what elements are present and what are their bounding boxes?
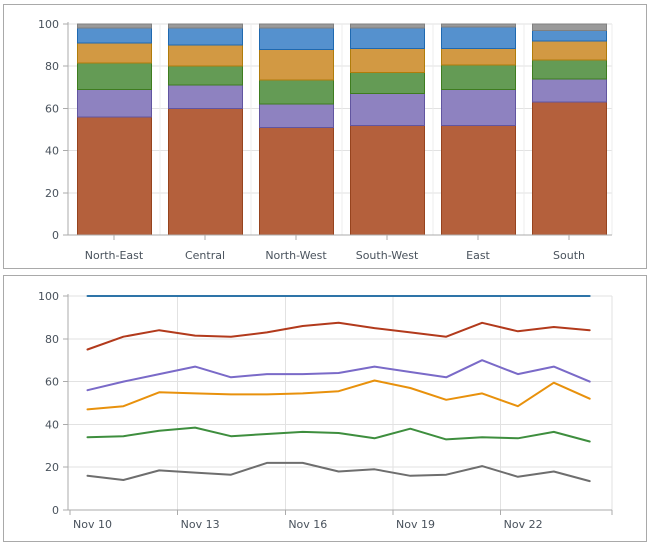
- bar-segment-segment-rust[interactable]: [168, 107, 243, 236]
- line-series-line-gray[interactable]: [86, 461, 591, 483]
- category-label: North-West: [265, 249, 327, 262]
- y-axis-tick-label: 20: [45, 187, 59, 200]
- bar-segment-segment-rust[interactable]: [259, 126, 334, 236]
- bar-segment-segment-orange[interactable]: [77, 42, 152, 64]
- y-axis-tick-label: 0: [52, 504, 59, 517]
- bar-segment-segment-orange[interactable]: [532, 40, 607, 61]
- bar-segment-segment-green[interactable]: [350, 72, 425, 95]
- y-axis-tick-label: 0: [52, 229, 59, 242]
- category-label: North-East: [85, 249, 144, 262]
- y-axis-tick-label: 40: [45, 145, 59, 158]
- x-axis-tick-label: Nov 19: [396, 518, 435, 531]
- x-axis-tick-label: Nov 16: [288, 518, 327, 531]
- y-axis-tick-label: 80: [45, 60, 59, 73]
- line-series-line-green[interactable]: [86, 426, 591, 443]
- line-chart-panel: 0 20 40 60 80 100 Nov 10 Nov 13 Nov 16 Nov 19 Nov …: [3, 275, 647, 542]
- line-chart: 0 20 40 60 80 100 Nov 10 Nov 13 Nov 16 Nov 19 Nov …: [38, 290, 613, 531]
- bar-segment-segment-rust[interactable]: [441, 124, 516, 236]
- bar-segment-segment-blue[interactable]: [532, 29, 607, 42]
- bar-segment-segment-rust[interactable]: [532, 101, 607, 236]
- x-axis-tick-label: Nov 10: [73, 518, 112, 531]
- bar-segment-segment-orange[interactable]: [259, 48, 334, 81]
- y-axis-tick-label: 100: [38, 18, 59, 31]
- category-label: East: [466, 249, 490, 262]
- x-axis-tick-label: Nov 22: [504, 518, 543, 531]
- bar-segment-segment-green[interactable]: [441, 64, 516, 90]
- bar-segment-segment-gray[interactable]: [77, 23, 152, 29]
- bar-segment-segment-orange[interactable]: [350, 47, 425, 74]
- bar-segment-segment-blue[interactable]: [77, 27, 152, 44]
- bar-segment-segment-green[interactable]: [532, 59, 607, 80]
- stacked-bar-panel: 0 20 40 60 80 100 North-East Central North-West S…: [3, 4, 647, 269]
- bar-segment-segment-green[interactable]: [259, 79, 334, 105]
- y-axis-tick-label: 100: [38, 290, 59, 303]
- y-axis-tick-label: 60: [45, 376, 59, 389]
- category-label: South-West: [356, 249, 419, 262]
- bar-segment-segment-gray[interactable]: [168, 23, 243, 29]
- bar-segment-segment-purple[interactable]: [168, 84, 243, 109]
- bar-segment-segment-blue[interactable]: [350, 27, 425, 49]
- y-axis-tick-label: 40: [45, 418, 59, 431]
- bar-segment-segment-green[interactable]: [77, 62, 152, 90]
- line-series-line-red[interactable]: [86, 321, 591, 351]
- line-series-line-purple[interactable]: [86, 359, 591, 392]
- bar-segment-segment-rust[interactable]: [350, 124, 425, 236]
- bar-segment-segment-purple[interactable]: [441, 88, 516, 126]
- bar-segment-segment-rust[interactable]: [77, 116, 152, 236]
- y-axis-tick-label: 20: [45, 461, 59, 474]
- bar-segment-segment-gray[interactable]: [441, 23, 516, 28]
- bar-segment-segment-gray[interactable]: [350, 23, 425, 29]
- bar-segment-segment-blue[interactable]: [441, 26, 516, 49]
- bar-segment-segment-purple[interactable]: [532, 78, 607, 103]
- category-label: South: [553, 249, 585, 262]
- bar-segment-segment-blue[interactable]: [259, 27, 334, 50]
- line-series-line-orange[interactable]: [86, 379, 591, 411]
- x-axis-tick-label: Nov 13: [181, 518, 220, 531]
- category-label: Central: [185, 249, 225, 262]
- bar-segment-segment-purple[interactable]: [350, 93, 425, 126]
- bar-segment-segment-gray[interactable]: [532, 23, 607, 31]
- y-axis-tick-label: 80: [45, 333, 59, 346]
- bar-segment-segment-blue[interactable]: [168, 27, 243, 46]
- bar-segment-segment-orange[interactable]: [441, 47, 516, 66]
- bar-segment-segment-gray[interactable]: [259, 23, 334, 29]
- bar-segment-segment-purple[interactable]: [259, 103, 334, 128]
- stacked-bar-chart: 0 20 40 60 80 100 North-East Central North-West S…: [38, 18, 613, 262]
- bar-segment-segment-orange[interactable]: [168, 44, 243, 67]
- y-axis-tick-label: 60: [45, 102, 59, 115]
- bar-segment-segment-green[interactable]: [168, 65, 243, 86]
- bar-segment-segment-purple[interactable]: [77, 88, 152, 118]
